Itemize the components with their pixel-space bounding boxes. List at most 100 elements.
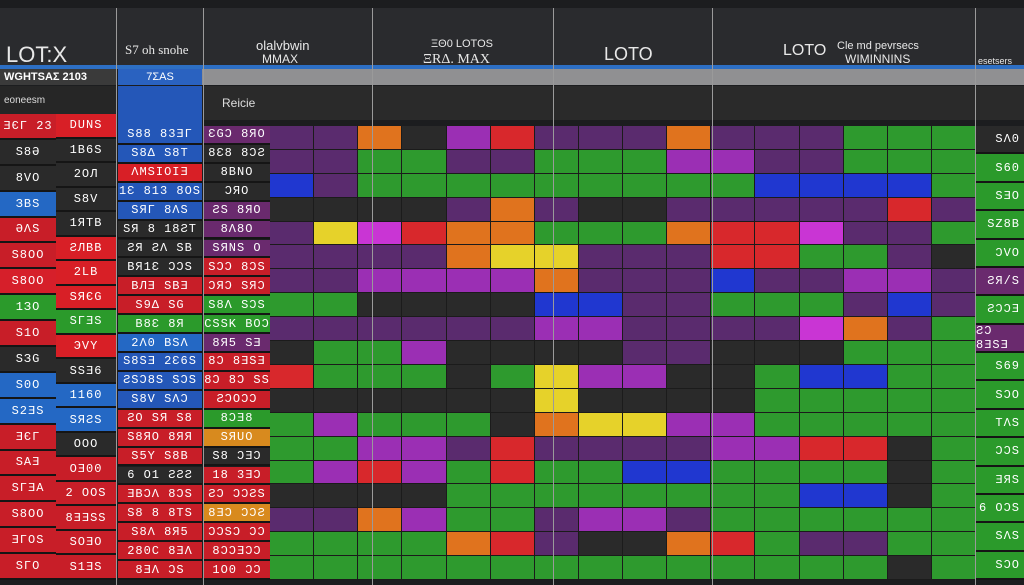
label-cell: SΛS <box>976 523 1024 552</box>
grid-cell <box>667 126 712 150</box>
grid-line <box>975 8 976 585</box>
grid-cell <box>799 173 844 198</box>
grid-cell <box>799 364 844 389</box>
grid-cell <box>667 436 712 461</box>
grid-cell <box>667 149 712 174</box>
grid-cell <box>534 293 579 318</box>
grid-cell <box>623 436 668 461</box>
label-cell: 280C 8ƎΛ <box>118 542 202 562</box>
grid-cell <box>446 173 491 198</box>
grid-cell <box>711 460 756 485</box>
grid-cell <box>490 173 535 198</box>
label-cell: 1O0 ƆƆ <box>204 561 270 580</box>
grid-cell <box>490 412 535 437</box>
grid-cell <box>711 484 756 509</box>
grid-cell <box>534 197 579 222</box>
grid-cell <box>843 412 888 437</box>
grid-cell <box>623 460 668 485</box>
grid-cell <box>843 364 888 389</box>
label-cell: SΓƎS <box>56 310 116 335</box>
grid-cell <box>667 484 712 509</box>
label-cell: SZ8B <box>976 211 1024 240</box>
grid-cell <box>623 245 668 270</box>
grid-cell <box>402 317 447 342</box>
label-cell: ƧЯ/S <box>976 267 1024 297</box>
grid-cell <box>358 484 403 509</box>
grid-cell <box>534 149 579 174</box>
grid-cell <box>270 173 315 198</box>
grid-cell <box>623 388 668 413</box>
grid-cell <box>711 317 756 342</box>
grid-line <box>553 8 554 585</box>
grid-cell <box>270 293 315 318</box>
grid-cell <box>446 197 491 222</box>
label-cell: S8OO <box>0 243 56 270</box>
column-right: SΛ0 S60 SƎO SZ8B ƆVO ƧЯ/S ƧƆƆƎ ƧƆ 8ƎSƎ S69 SƆO TΛS… <box>976 126 1024 580</box>
grid-cell <box>623 412 668 437</box>
grid-cell <box>931 484 976 509</box>
label-cell: S8OO <box>0 269 56 296</box>
grid-cell <box>755 173 800 198</box>
grid-cell <box>358 126 403 150</box>
grid-cell <box>402 269 447 294</box>
grid-cell <box>578 149 623 174</box>
grid-cell <box>623 556 668 580</box>
label-cell: 2Λ0 BSΛ <box>118 334 202 353</box>
label-cell: SΛ0 <box>976 126 1024 155</box>
subheader-blue-label: 7ΣAS <box>118 69 202 85</box>
grid-cell <box>623 341 668 365</box>
grid-cell <box>402 460 447 485</box>
grid-cell <box>711 221 756 246</box>
label-cell: 8Ɛ8 8ƆƧ <box>204 144 270 164</box>
label-cell: 2OЛ <box>56 163 116 188</box>
grid-cell <box>843 197 888 222</box>
color-grid <box>270 126 976 580</box>
label-cell: S8SƎ 2Ɛ6S <box>118 353 202 372</box>
grid-cell <box>843 173 888 198</box>
label-cell: 8BNO <box>204 163 270 183</box>
label-cell: B8Ɛ 8Я <box>118 315 202 335</box>
grid-cell <box>623 508 668 533</box>
grid-cell <box>667 173 712 198</box>
grid-cell <box>534 341 579 365</box>
label-cell: 8ƎƆ ƆƆƧ <box>204 504 270 524</box>
label-cell: 8VO <box>0 165 56 192</box>
grid-cell <box>887 149 932 174</box>
label-cell: SЯ 8 18ƧT <box>118 220 202 240</box>
grid-cell <box>314 508 359 533</box>
label-cell: S88 83ƎΓ <box>118 126 202 145</box>
grid-line <box>712 8 713 585</box>
label-cell: ΛMSIOIƎ <box>118 163 202 183</box>
label-cell: S0O <box>0 372 56 399</box>
grid-cell <box>446 388 491 413</box>
grid-cell <box>843 388 888 413</box>
label-cell: SЯƧS <box>56 408 116 433</box>
label-cell: 1ЗO <box>0 295 56 322</box>
label-cell: ЭVY <box>56 334 116 360</box>
grid-cell <box>711 388 756 413</box>
grid-cell <box>711 532 756 557</box>
label-cell: TΛS <box>976 409 1024 439</box>
grid-cell <box>887 364 932 389</box>
label-cell: S9Δ SG <box>118 296 202 316</box>
grid-cell <box>446 221 491 246</box>
grid-cell <box>843 221 888 246</box>
grid-cell <box>270 364 315 389</box>
grid-cell <box>270 269 315 294</box>
col3-title-a: olalvbwin <box>256 38 310 53</box>
column-3: S88 83ƎΓ S8Δ S8T ΛMSIOIƎ 1Ɛ 813 8OS SЯΓ 8ΛS S… <box>118 126 202 580</box>
label-cell: ƎЄΓ 23 <box>0 114 56 140</box>
grid-cell <box>667 364 712 389</box>
grid-cell <box>270 126 315 150</box>
grid-cell <box>667 412 712 437</box>
grid-cell <box>358 245 403 270</box>
grid-cell <box>490 484 535 509</box>
col4-title-a: ΞΘ0 LOTOS <box>431 38 493 50</box>
grid-cell <box>490 508 535 533</box>
grid-cell <box>314 293 359 318</box>
grid-line <box>203 8 204 585</box>
grid-cell <box>755 412 800 437</box>
grid-cell <box>667 293 712 318</box>
grid-cell <box>711 149 756 174</box>
grid-cell <box>534 532 579 557</box>
